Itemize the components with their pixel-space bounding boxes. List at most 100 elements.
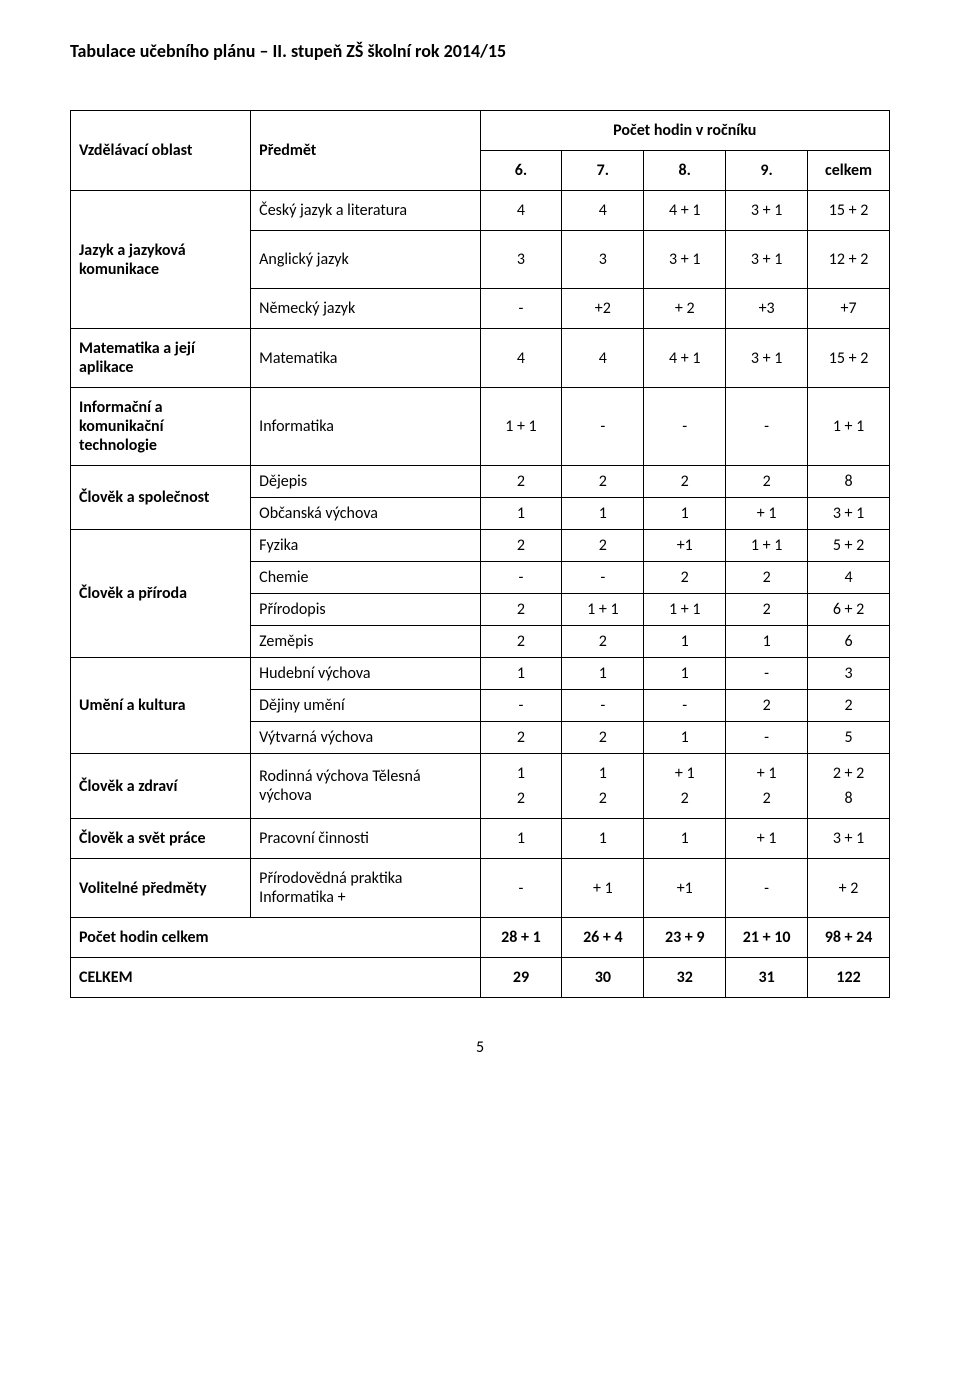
area-blank-top: [71, 191, 251, 231]
subject-nemecky: Německý jazyk: [251, 289, 480, 329]
informatika-7: -: [562, 388, 644, 466]
prirodopis-total: 6 + 2: [808, 594, 890, 626]
page-title: Tabulace učebního plánu – II. stupeň ZŠ …: [70, 40, 890, 62]
col-celkem: celkem: [808, 151, 890, 191]
row-cesky: Český jazyk a literatura 4 4 4 + 1 3 + 1…: [71, 191, 890, 231]
prirodovedna-9: -: [726, 859, 808, 918]
pracovni-9: + 1: [726, 819, 808, 859]
subject-dejiny-umeni: Dějiny umění: [251, 690, 480, 722]
area-jazyk: Jazyk a jazyková komunikace: [71, 231, 251, 289]
rodinna-7: 1 2: [562, 754, 644, 819]
rodinna-8b: 2: [652, 789, 717, 808]
pocet-6: 28 + 1: [480, 918, 562, 958]
subject-hudebni: Hudební výchova: [251, 658, 480, 690]
obcanska-8: 1: [644, 498, 726, 530]
dejiny-um-7: -: [562, 690, 644, 722]
matematika-total: 15 + 2: [808, 329, 890, 388]
nemecky-6: -: [480, 289, 562, 329]
rodinna-6b: 2: [489, 789, 554, 808]
obcanska-total: 3 + 1: [808, 498, 890, 530]
rodinna-7b: 2: [570, 789, 635, 808]
subject-zemepis: Zeměpis: [251, 626, 480, 658]
informatika-8: -: [644, 388, 726, 466]
dejiny-um-total: 2: [808, 690, 890, 722]
vytvarna-9: -: [726, 722, 808, 754]
cesky-6: 4: [480, 191, 562, 231]
pracovni-7: 1: [562, 819, 644, 859]
chemie-8: 2: [644, 562, 726, 594]
col-6: 6.: [480, 151, 562, 191]
area-clovek-zdravi: Člověk a zdraví: [71, 754, 251, 819]
dejepis-8: 2: [644, 466, 726, 498]
matematika-8: 4 + 1: [644, 329, 726, 388]
zemepis-6: 2: [480, 626, 562, 658]
pracovni-6: 1: [480, 819, 562, 859]
anglicky-6: 3: [480, 231, 562, 289]
col-vzdelavaci-oblast: Vzdělávací oblast: [71, 111, 251, 191]
fyzika-8: +1: [644, 530, 726, 562]
fyzika-9: 1 + 1: [726, 530, 808, 562]
col-predmet: Předmět: [251, 111, 480, 191]
page-number: 5: [70, 1038, 890, 1057]
hudebni-6: 1: [480, 658, 562, 690]
informatika-6: 1 + 1: [480, 388, 562, 466]
fyzika-total: 5 + 2: [808, 530, 890, 562]
cesky-9: 3 + 1: [726, 191, 808, 231]
subject-rodinna-tv: Rodinná výchova Tělesná výchova: [251, 754, 480, 819]
area-svet-prace: Člověk a svět práce: [71, 819, 251, 859]
matematika-6: 4: [480, 329, 562, 388]
cesky-total: 15 + 2: [808, 191, 890, 231]
document-page: Tabulace učebního plánu – II. stupeň ZŠ …: [0, 0, 960, 1097]
header-row-1: Vzdělávací oblast Předmět Počet hodin v …: [71, 111, 890, 151]
dejiny-um-8: -: [644, 690, 726, 722]
subject-chemie: Chemie: [251, 562, 480, 594]
chemie-6: -: [480, 562, 562, 594]
chemie-9: 2: [726, 562, 808, 594]
col-9: 9.: [726, 151, 808, 191]
row-matematika: Matematika a její aplikace Matematika 4 …: [71, 329, 890, 388]
subject-pracovni: Pracovní činnosti: [251, 819, 480, 859]
pocet-7: 26 + 4: [562, 918, 644, 958]
obcanska-6: 1: [480, 498, 562, 530]
subject-obcanska: Občanská výchova: [251, 498, 480, 530]
anglicky-9: 3 + 1: [726, 231, 808, 289]
matematika-9: 3 + 1: [726, 329, 808, 388]
rodinna-6: 1 2: [480, 754, 562, 819]
informatika-9: -: [726, 388, 808, 466]
rodinna-total: 2 + 2 8: [808, 754, 890, 819]
matematika-7: 4: [562, 329, 644, 388]
subject-cesky: Český jazyk a literatura: [251, 191, 480, 231]
anglicky-8: 3 + 1: [644, 231, 726, 289]
rodinna-6a: 1: [489, 764, 554, 783]
rodinna-total-b: 8: [816, 789, 881, 808]
vytvarna-6: 2: [480, 722, 562, 754]
obcanska-7: 1: [562, 498, 644, 530]
obcanska-9: + 1: [726, 498, 808, 530]
celkem-7: 30: [562, 958, 644, 998]
area-clovek-priroda: Člověk a příroda: [71, 530, 251, 658]
area-informacni: Informační a komunikační technologie: [71, 388, 251, 466]
row-hudebni: Umění a kultura Hudební výchova 1 1 1 - …: [71, 658, 890, 690]
area-clovek-spolecnost: Člověk a společnost: [71, 466, 251, 530]
zemepis-7: 2: [562, 626, 644, 658]
pracovni-8: 1: [644, 819, 726, 859]
nemecky-8: + 2: [644, 289, 726, 329]
area-matematika: Matematika a její aplikace: [71, 329, 251, 388]
celkem-8: 32: [644, 958, 726, 998]
label-celkem: CELKEM: [71, 958, 481, 998]
row-dejepis: Člověk a společnost Dějepis 2 2 2 2 8: [71, 466, 890, 498]
prirodovedna-7: + 1: [562, 859, 644, 918]
hudebni-total: 3: [808, 658, 890, 690]
area-umeni: Umění a kultura: [71, 658, 251, 754]
row-volitelne: Volitelné předměty Přírodovědná praktika…: [71, 859, 890, 918]
dejepis-9: 2: [726, 466, 808, 498]
pracovni-total: 3 + 1: [808, 819, 890, 859]
subject-fyzika: Fyzika: [251, 530, 480, 562]
area-volitelne: Volitelné předměty: [71, 859, 251, 918]
pocet-8: 23 + 9: [644, 918, 726, 958]
dejepis-7: 2: [562, 466, 644, 498]
vytvarna-7: 2: [562, 722, 644, 754]
row-celkem: CELKEM 29 30 32 31 122: [71, 958, 890, 998]
hudebni-8: 1: [644, 658, 726, 690]
rodinna-total-a: 2 + 2: [816, 764, 881, 783]
